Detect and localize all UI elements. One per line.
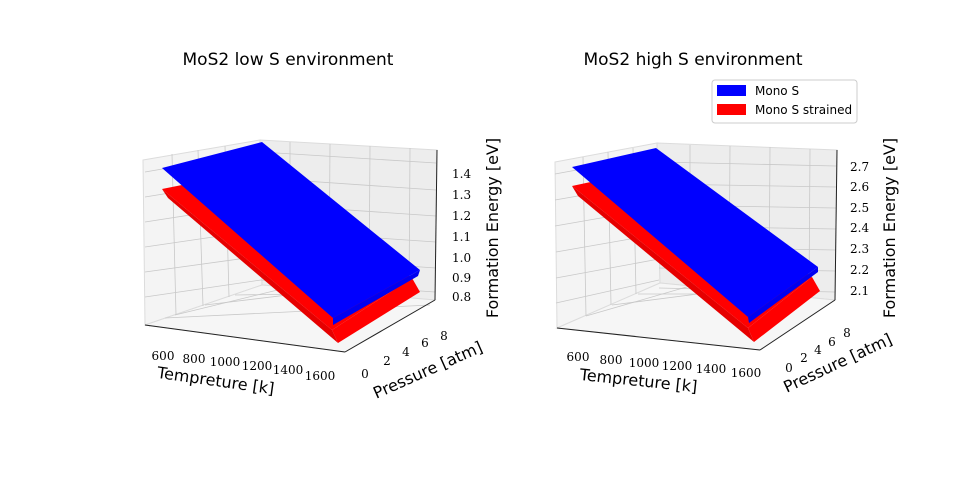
chart-title: MoS2 low S environment (183, 50, 394, 70)
z-tick-label: 1.4 (452, 167, 471, 181)
x-tick-label: 800 (183, 352, 206, 366)
legend-box (711, 79, 858, 124)
z-tick-label: 1.2 (452, 209, 471, 223)
grid-line (174, 286, 291, 316)
y-axis-line (344, 299, 436, 353)
x-tick-label: 800 (600, 353, 623, 367)
y-tick-label: 8 (440, 329, 448, 343)
y-tick-label: 4 (402, 345, 410, 359)
surface-patch (748, 277, 820, 342)
subplot-low-s: MoS2 low S environment (142, 50, 502, 403)
surface-patch (162, 142, 420, 318)
legend: Mono S Mono S strained (711, 79, 858, 124)
axis-lines (556, 149, 838, 351)
y-tick-label: 2 (800, 351, 808, 365)
surface-patch (162, 189, 338, 343)
y-tick-label: 0 (361, 367, 369, 381)
surface-patch (748, 267, 818, 323)
y-tick-label: 4 (814, 343, 822, 357)
surface-patch (333, 270, 420, 325)
y-axis-line (759, 299, 836, 351)
y-tick-label: 8 (843, 326, 851, 340)
grid-line (555, 258, 660, 279)
y-tick-label: 6 (828, 335, 836, 349)
legend-swatch-mono-s-strained (717, 104, 746, 115)
grid-line (171, 153, 177, 316)
x-tick-label: 600 (567, 350, 590, 364)
z-tick-label: 2.2 (850, 263, 869, 277)
x-tick-labels: 600 800 1000 1200 1400 1600 (152, 349, 336, 383)
x-axis-line (556, 327, 761, 351)
z-axis-label: Formation Energy [eV] (880, 138, 899, 318)
grid-line (585, 285, 691, 317)
x-tick-label: 600 (152, 349, 175, 363)
y-tick-label: 0 (785, 361, 793, 375)
y-axis-label: Pressure [atm] (780, 330, 895, 397)
x-tick-label: 1200 (662, 359, 693, 373)
surface-mono-s (572, 148, 818, 323)
x-tick-label: 1000 (210, 355, 241, 369)
subplot-high-s: MoS2 high S environment (554, 50, 899, 397)
surface-patch (572, 148, 818, 317)
grid-line (555, 279, 660, 304)
z-tick-labels: 0.8 0.9 1.0 1.1 1.2 1.3 1.4 (452, 167, 471, 304)
z-tick-label: 2.6 (850, 180, 869, 194)
surface-patch (332, 278, 420, 343)
z-tick-label: 2.7 (850, 160, 869, 174)
axis-lines (144, 149, 438, 353)
x-tick-labels: 600 800 1000 1200 1400 1600 (567, 350, 762, 380)
x-tick-label: 1600 (731, 366, 762, 380)
z-tick-label: 1.0 (452, 251, 471, 265)
legend-label-mono-s: Mono S (755, 84, 799, 98)
grid-line (657, 161, 837, 167)
z-tick-label: 2.3 (850, 242, 869, 256)
grid-line (582, 156, 587, 317)
y-tick-labels: 0 2 4 6 8 (361, 329, 448, 381)
z-tick-label: 1.3 (452, 188, 471, 202)
z-tick-label: 2.1 (850, 284, 869, 298)
z-tick-label: 2.4 (850, 221, 869, 235)
x-tick-label: 1200 (242, 359, 273, 373)
y-tick-labels: 0 2 4 6 8 (785, 326, 851, 375)
z-tick-label: 1.1 (452, 230, 471, 244)
x-tick-label: 1400 (696, 362, 727, 376)
surface-mono-s (162, 142, 420, 325)
y-tick-label: 2 (383, 354, 391, 368)
legend-label-mono-s-strained: Mono S strained (755, 103, 852, 117)
x-tick-label: 1400 (273, 363, 304, 377)
z-tick-label: 0.9 (452, 271, 471, 285)
z-tick-label: 2.5 (850, 201, 869, 215)
z-axis-label: Formation Energy [eV] (483, 138, 502, 318)
surface-patch (572, 186, 754, 342)
chart-title: MoS2 high S environment (583, 50, 802, 70)
x-tick-label: 1000 (629, 356, 660, 370)
z-axis-line (434, 149, 438, 301)
y-tick-label: 6 (421, 336, 429, 350)
x-tick-label: 1600 (305, 369, 336, 383)
z-axis-line (834, 149, 838, 301)
z-tick-label: 0.8 (452, 290, 471, 304)
grid-line (144, 279, 262, 298)
x-axis-line (144, 324, 346, 353)
legend-swatch-mono-s (717, 85, 746, 96)
z-tick-labels: 2.1 2.2 2.3 2.4 2.5 2.6 2.7 (850, 160, 869, 298)
